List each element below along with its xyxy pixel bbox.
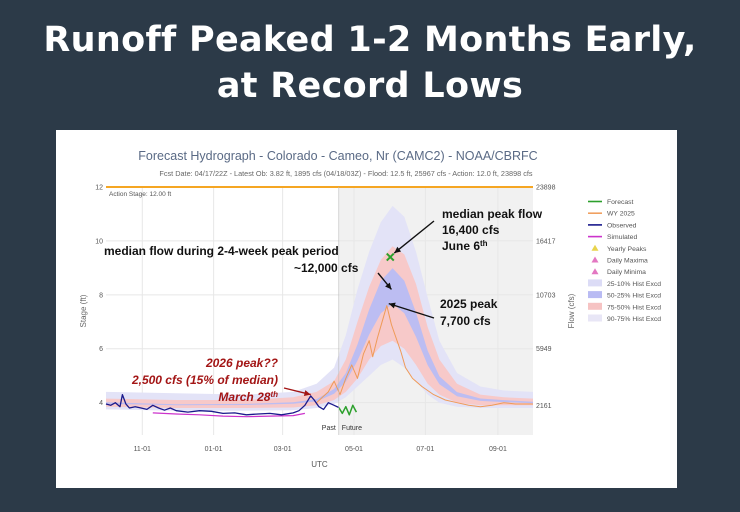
arrow-median-peak-shaft — [393, 220, 435, 254]
y-tick-left: 4 — [99, 400, 103, 407]
annotation-2026-peak-sup: th — [270, 390, 278, 399]
slide-title-line1: Runoff Peaked 1-2 Months Early, — [43, 20, 697, 60]
legend-item[interactable]: WY 2025 — [588, 211, 635, 218]
y-tick-right: 10703 — [536, 292, 556, 299]
annotation-2025-peak: 2025 peak 7,700 cfs — [440, 297, 498, 328]
past-label: Past — [322, 425, 336, 432]
annotation-2026-peak: 2026 peak?? 2,500 cfs (15% of median) Marc… — [131, 356, 279, 404]
slide-title-line2: at Record Lows — [216, 66, 524, 106]
legend-item[interactable]: 75-50% Hist Excd — [588, 302, 661, 312]
legend-swatch-triangle — [591, 268, 599, 275]
annotation-median-period-line: ~12,000 cfs — [294, 261, 359, 275]
annotation-median-peak-sup: th — [480, 239, 488, 248]
legend-label: WY 2025 — [607, 211, 635, 218]
y-tick-left: 10 — [95, 238, 103, 245]
legend-label: Daily Maxima — [607, 258, 648, 265]
y-tick-left: 6 — [99, 346, 103, 353]
legend-label: 90-75% Hist Excd — [607, 316, 661, 323]
legend-item[interactable]: Daily Minima — [591, 268, 647, 276]
legend-item[interactable]: 50-25% Hist Excd — [588, 291, 661, 300]
axes: 4 6 8 10 12 2161 5949 10703 16417 23898 11-01 01-01… — [79, 185, 576, 470]
legend-label: Observed — [607, 222, 637, 229]
legend-item[interactable]: Forecast — [588, 199, 634, 206]
arrow-2026-peak — [283, 387, 311, 396]
forecast-line — [338, 404, 358, 416]
annotation-2025-peak-line: 7,700 cfs — [440, 314, 491, 328]
legend-label: 25-10% Hist Excd — [607, 281, 661, 288]
y-tick-right: 16417 — [536, 238, 556, 245]
hydrograph-chart: Forecast Hydrograph - Colorado - Cameo, … — [79, 149, 661, 470]
chart-title: Forecast Hydrograph - Colorado - Cameo, … — [138, 149, 537, 163]
annotation-median-period-line: median flow during 2-4-week peak period — [104, 244, 339, 258]
annotation-median-peak-line: 16,400 cfs — [442, 223, 500, 237]
annotation-median-peak-line: June 6 — [442, 239, 480, 253]
annotation-2026-peak-line: 2,500 cfs (15% of median) — [131, 373, 278, 387]
simulated-line — [152, 412, 306, 418]
legend-item[interactable]: 90-75% Hist Excd — [588, 314, 661, 324]
future-label: Future — [342, 425, 362, 432]
x-tick: 01-01 — [205, 446, 223, 453]
y-tick-right: 23898 — [536, 185, 556, 192]
legend-swatch-triangle — [591, 256, 599, 263]
annotation-2025-peak-line: 2025 peak — [440, 297, 498, 311]
observed-line — [105, 393, 340, 416]
annotation-median-peak-line: median peak flow — [442, 207, 543, 221]
y-axis-label-left: Stage (ft) — [79, 294, 88, 327]
y-tick-right: 2161 — [536, 403, 552, 410]
x-tick: 07-01 — [416, 446, 434, 453]
legend-swatch-box — [588, 314, 602, 322]
y-tick-left: 12 — [95, 185, 103, 192]
legend-item[interactable]: Observed — [588, 222, 637, 229]
annotation-median-period: median flow during 2-4-week peak period ~… — [104, 244, 359, 275]
annotation-2026-peak-line: March 28 — [218, 390, 270, 404]
arrow-median-period-head — [385, 282, 392, 290]
x-tick: 03-01 — [274, 446, 292, 453]
legend-swatch-box — [588, 279, 602, 287]
chart-panel: Forecast Hydrograph - Colorado - Cameo, … — [56, 130, 677, 488]
action-stage-label: Action Stage: 12.00 ft — [109, 191, 171, 198]
legend-item[interactable]: Yearly Peaks — [591, 244, 648, 253]
legend-swatch-triangle — [591, 244, 599, 251]
arrow-median-peak — [393, 220, 435, 254]
wy2025-line — [316, 305, 533, 408]
arrow-median-peak-head — [394, 246, 402, 254]
y-axis-label-right: Flow (cfs) — [567, 293, 576, 328]
arrow-2025-peak — [388, 302, 435, 319]
annotation-2026-peak-line: 2026 peak?? — [205, 356, 279, 370]
legend-swatch-box — [588, 291, 602, 299]
legend-label: Yearly Peaks — [607, 246, 647, 253]
x-axis-label: UTC — [311, 460, 328, 469]
y-tick-right: 5949 — [536, 346, 552, 353]
legend-label: Daily Minima — [607, 269, 646, 276]
annotations: median peak flow 16,400 cfs June 6thmedian… — [104, 207, 543, 404]
median-peak-marker — [386, 252, 395, 262]
y-tick-left: 8 — [99, 292, 103, 299]
legend-swatch-box — [588, 302, 602, 310]
legend-label: Simulated — [607, 234, 637, 241]
legend-label: 75-50% Hist Excd — [607, 304, 661, 311]
legend-label: Forecast — [607, 199, 634, 206]
arrow-median-period — [377, 272, 392, 290]
x-tick: 11-01 — [134, 446, 151, 453]
legend-label: 50-25% Hist Excd — [607, 293, 661, 300]
chart-subtitle: Fcst Date: 04/17/22Z - Latest Ob: 3.82 f… — [159, 169, 533, 178]
arrow-2025-peak-head — [388, 302, 396, 309]
annotation-median-peak: median peak flow 16,400 cfs June 6th — [442, 207, 543, 253]
band-75-25 — [106, 246, 533, 408]
arrow-2026-peak-head — [303, 390, 311, 396]
legend-item[interactable]: 25-10% Hist Excd — [588, 279, 661, 288]
legend-item[interactable]: Simulated — [588, 234, 637, 241]
x-tick: 09-01 — [489, 446, 507, 453]
legend-item[interactable]: Daily Maxima — [591, 256, 649, 265]
x-tick: 05-01 — [345, 446, 363, 453]
plot-area: Action Stage: 12.00 ft Past Future — [105, 186, 533, 435]
arrow-2025-peak-shaft — [388, 302, 435, 319]
legend[interactable]: Forecast WY 2025 Observed Simulated Yearly P… — [588, 199, 661, 323]
